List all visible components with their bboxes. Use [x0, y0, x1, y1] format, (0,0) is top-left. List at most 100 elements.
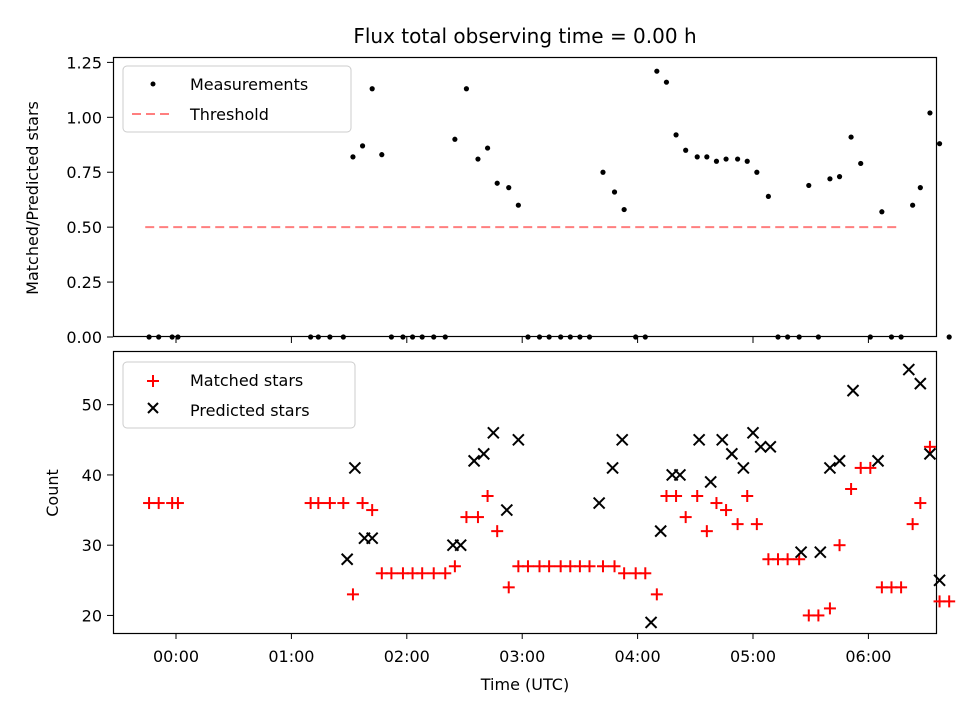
- measurement-point: [156, 334, 162, 340]
- measurement-point: [611, 189, 618, 195]
- measurement-point: [633, 334, 639, 340]
- matched-star-point: [864, 461, 877, 474]
- measurement-point: [452, 136, 458, 142]
- measurement-point: [836, 174, 843, 180]
- legend-measurements-label: Measurements: [190, 75, 308, 94]
- matched-star-point: [845, 482, 858, 495]
- count-legend: Matched stars Predicted stars: [122, 361, 356, 429]
- x-tick-label: 01:00: [268, 647, 314, 666]
- matched-star-point: [700, 525, 713, 538]
- measurement-point: [785, 334, 791, 340]
- predicted-star-point: [846, 384, 860, 397]
- predicted-star-point: [487, 426, 500, 439]
- ratio-y-tick-label: 0.75: [66, 163, 102, 182]
- predicted-star-point: [340, 553, 354, 566]
- legend-matched-marker: [147, 375, 159, 387]
- ratio-y-tick-label: 0.25: [66, 273, 102, 292]
- measurement-point: [379, 152, 385, 158]
- predicted-star-point: [746, 426, 760, 439]
- measurement-point: [546, 334, 552, 340]
- matched-star-point: [639, 567, 652, 580]
- measurement-point: [359, 143, 366, 149]
- measurement-point: [621, 206, 627, 213]
- matched-star-point: [356, 497, 369, 510]
- count-y-tick-label: 30: [82, 536, 102, 555]
- legend-predicted-marker: [147, 402, 159, 414]
- measurement-point: [673, 132, 679, 138]
- measurement-point: [475, 156, 481, 162]
- measurement-point: [175, 334, 181, 340]
- measurement-point: [765, 193, 771, 200]
- count-y-tick-label: 40: [82, 466, 102, 485]
- ratio-y-tick-label: 0.50: [66, 218, 102, 237]
- predicted-star-point: [348, 461, 362, 475]
- matched-star-point: [608, 560, 621, 573]
- matched-star-point: [781, 553, 794, 566]
- matched-star-point: [152, 497, 165, 510]
- predicted-star-point: [737, 461, 750, 475]
- measurement-point: [525, 334, 531, 340]
- predicted-star-point: [704, 475, 717, 489]
- matched-star-point: [521, 560, 534, 573]
- predicted-star-point: [592, 496, 606, 510]
- count-legend-frame: [122, 361, 356, 429]
- matched-star-point: [385, 567, 398, 580]
- matched-star-point: [323, 497, 336, 510]
- matched-star-point: [679, 511, 692, 524]
- measurement-point: [169, 334, 175, 340]
- x-tick-label: 06:00: [845, 647, 891, 666]
- measurement-point: [806, 182, 812, 189]
- matched-star-point: [812, 609, 825, 622]
- matched-star-point: [543, 560, 556, 573]
- measurement-point: [927, 110, 933, 116]
- predicted-star-point: [814, 546, 827, 559]
- measurement-point: [910, 202, 916, 208]
- matched-star-point: [906, 518, 919, 531]
- measurement-point: [888, 334, 895, 340]
- predicted-star-point: [833, 454, 846, 468]
- matched-star-point: [750, 518, 763, 531]
- ratio-panel: 0.00 0.25 0.50 0.75 1.00 1.25 Matched/Predict…: [23, 53, 952, 347]
- measurement-point: [815, 334, 821, 340]
- matched-star-point: [171, 497, 184, 510]
- measurement-point: [694, 154, 700, 160]
- measurement-point: [713, 158, 720, 164]
- measurement-point: [754, 169, 760, 175]
- predicted-star-point: [754, 440, 767, 454]
- measurement-point: [879, 209, 885, 215]
- measurement-point: [419, 334, 425, 340]
- matched-star-point: [346, 588, 359, 601]
- matched-star-point: [618, 567, 631, 580]
- measurement-point: [400, 334, 406, 340]
- predicted-star-point: [454, 538, 467, 552]
- ratio-y-axis: 0.00 0.25 0.50 0.75 1.00 1.25: [66, 53, 113, 347]
- measurement-point: [350, 154, 356, 160]
- predicted-star-point: [477, 447, 490, 461]
- predicted-star-point: [764, 440, 777, 454]
- ratio-legend-frame: [122, 65, 352, 133]
- measurement-point: [827, 176, 833, 182]
- measurement-point: [796, 334, 802, 340]
- measurement-point: [409, 334, 416, 340]
- matched-star-point: [596, 560, 609, 573]
- measurement-point: [567, 334, 573, 340]
- measurement-point: [683, 147, 689, 153]
- matched-star-point: [439, 567, 452, 580]
- predicted-star-point: [725, 447, 739, 461]
- legend-measurements-marker: [150, 81, 156, 87]
- measurement-point: [369, 86, 375, 92]
- matched-star-point: [481, 490, 494, 503]
- measurement-point: [586, 334, 593, 340]
- matched-star-point: [731, 518, 744, 531]
- measurement-point: [642, 334, 648, 340]
- measurement-point: [744, 158, 750, 164]
- matched-star-point: [823, 602, 836, 615]
- predicted-star-point: [654, 524, 667, 538]
- predicted-star-point: [644, 616, 658, 629]
- count-y-tick-label: 20: [82, 606, 102, 625]
- matched-star-point: [833, 539, 846, 552]
- predicted-star-point: [692, 433, 706, 447]
- measurement-point: [704, 154, 710, 160]
- measurement-point: [898, 334, 904, 340]
- measurement-point: [867, 334, 873, 340]
